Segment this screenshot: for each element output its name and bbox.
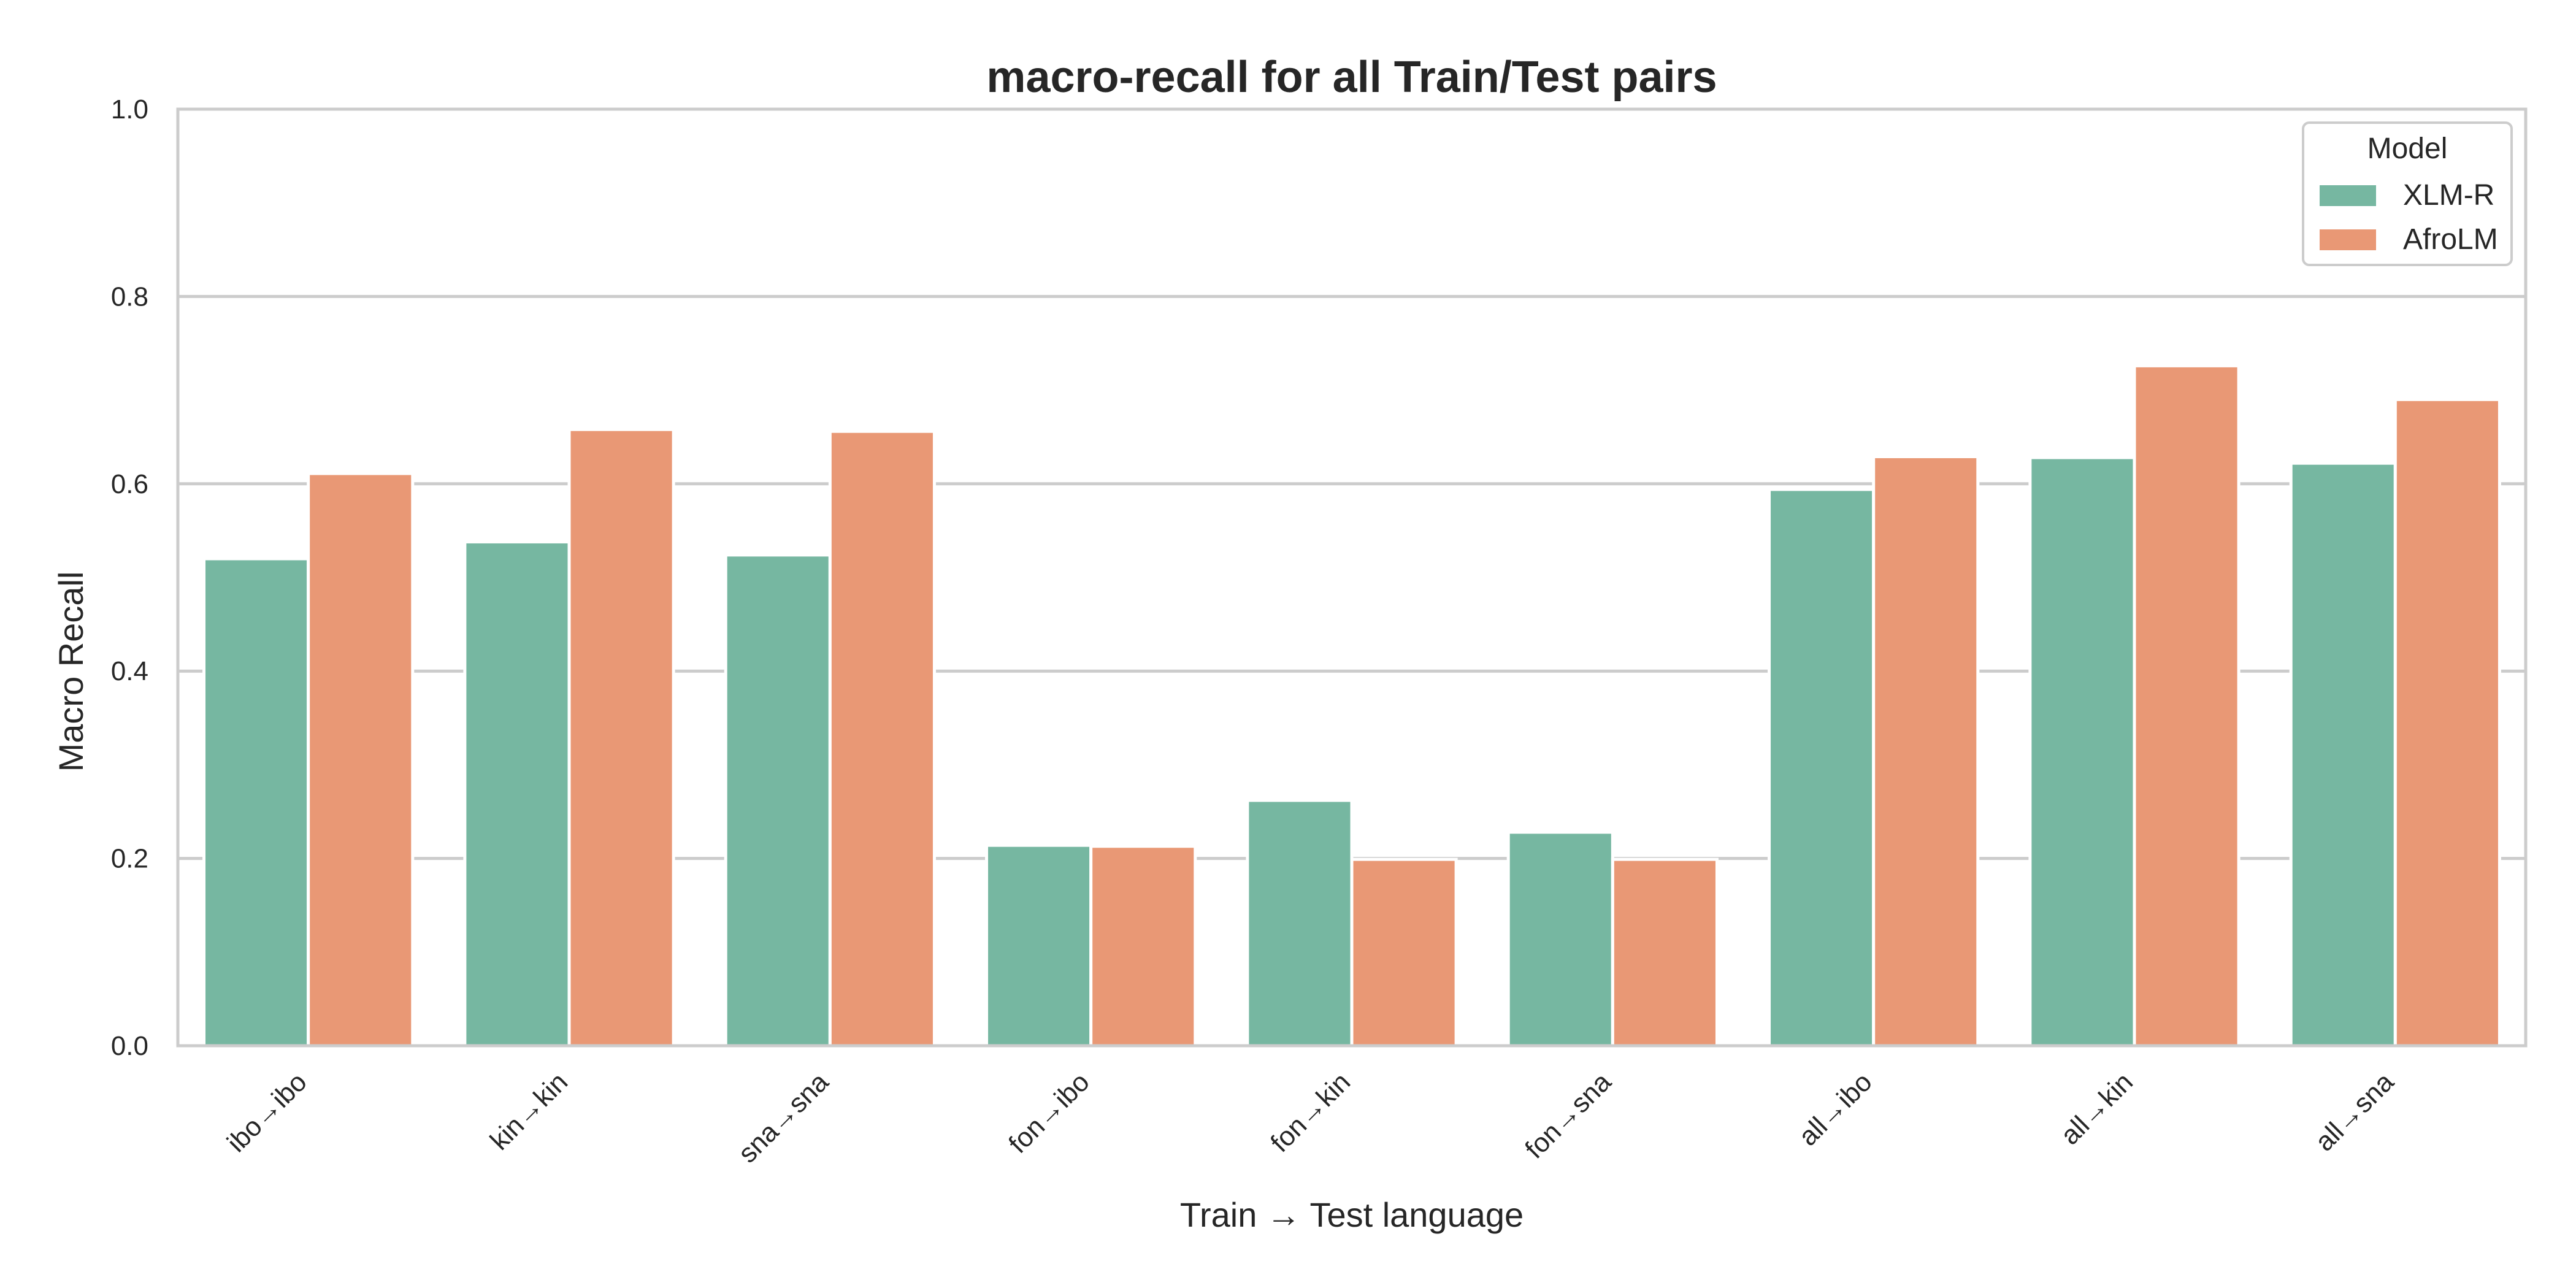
legend-items: XLM-R AfroLM: [2320, 179, 2498, 256]
bar-afrolm: [828, 429, 936, 1048]
x-axis-label: Train → Test language: [1180, 1195, 1524, 1234]
bars: [202, 364, 2501, 1048]
y-tick-label: 0.8: [111, 282, 148, 312]
bar-xlm-r: [724, 553, 832, 1048]
bar-xlm-r: [985, 843, 1093, 1048]
y-tick-label: 1.0: [111, 94, 148, 125]
bar-afrolm: [1350, 857, 1458, 1048]
legend-swatch: [2320, 185, 2376, 206]
bar-afrolm: [1089, 845, 1197, 1048]
bar-afrolm: [1611, 857, 1719, 1048]
y-tick-label: 0.4: [111, 656, 148, 686]
bar-xlm-r: [1246, 799, 1354, 1048]
legend-label: XLM-R: [2403, 179, 2494, 212]
bar-afrolm: [1872, 455, 1980, 1048]
bar-xlm-r: [463, 540, 571, 1048]
bar-xlm-r: [1768, 488, 1876, 1048]
plot-frame: [176, 107, 2528, 1048]
bar-afrolm: [567, 427, 675, 1048]
y-axis-label: Macro Recall: [52, 572, 90, 772]
bar-xlm-r: [2028, 456, 2136, 1048]
y-tick-label: 0.0: [111, 1031, 148, 1061]
legend-label: AfroLM: [2403, 223, 2498, 256]
y-tick-label: 0.6: [111, 469, 148, 499]
legend-swatch: [2320, 229, 2376, 250]
legend: Model XLM-R AfroLM: [2302, 121, 2513, 266]
y-axis-ticks: 0.0 0.2 0.4 0.6 0.8 1.0: [111, 94, 148, 1061]
bar-xlm-r: [202, 557, 310, 1048]
y-tick-label: 0.2: [111, 844, 148, 874]
legend-title: Model: [2367, 132, 2448, 165]
bar-xlm-r: [1506, 830, 1614, 1048]
chart-title: macro-recall for all Train/Test pairs: [986, 53, 1717, 102]
bar-afrolm: [307, 472, 415, 1048]
bar-afrolm: [2133, 364, 2241, 1048]
bar-xlm-r: [2289, 461, 2397, 1048]
bar-afrolm: [2393, 397, 2501, 1048]
